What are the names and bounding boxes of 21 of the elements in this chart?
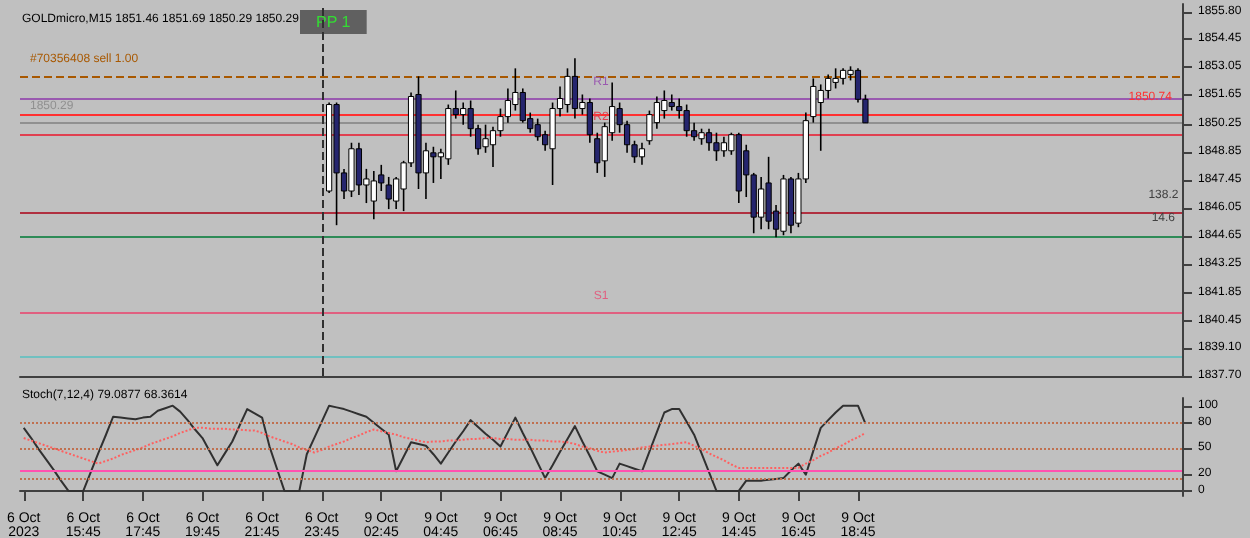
candlestick [713,131,720,162]
candlestick [787,176,795,235]
candlestick [705,127,713,152]
candlestick [765,156,772,231]
candlestick [348,141,355,198]
candlestick [638,141,646,166]
candlestick [683,103,690,138]
candlestick [370,170,377,220]
line-series [22,426,867,469]
line-series [22,404,867,492]
candlestick [571,57,579,120]
candlestick [355,141,363,196]
candlestick [430,145,437,184]
candlestick [460,101,467,126]
candlestick [832,67,839,90]
candlestick [758,176,765,231]
candlestick [668,93,675,112]
annotation: PP 1 [316,13,352,31]
candlestick [720,135,728,158]
candlestick [504,87,511,124]
candlestick [564,67,571,114]
